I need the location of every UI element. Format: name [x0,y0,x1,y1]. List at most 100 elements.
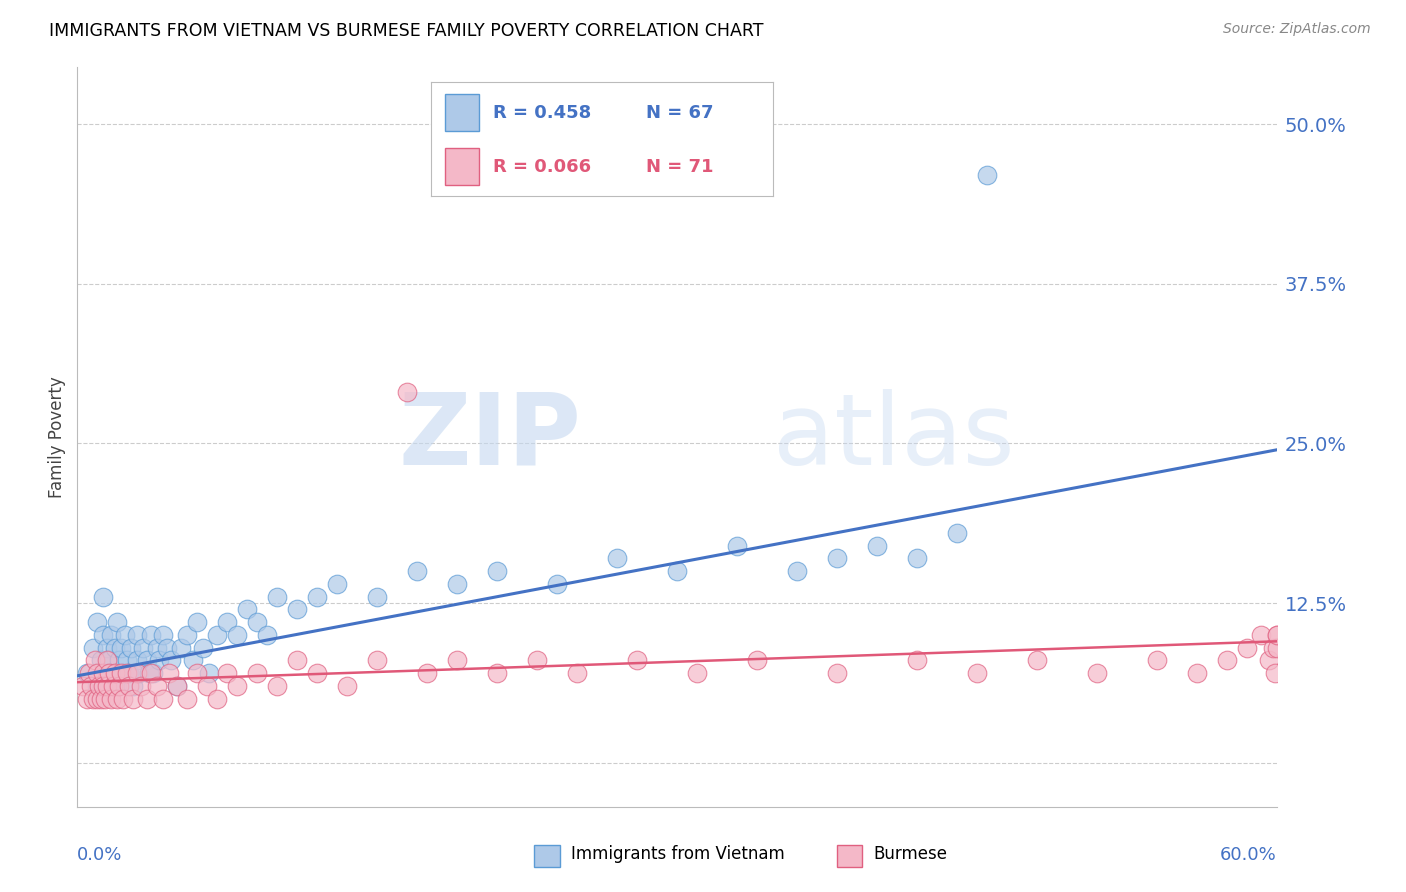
Point [141,666,163,681]
Point [72,679,94,693]
Point [136,653,159,667]
Point [76,666,98,681]
Point [236,602,259,616]
Point [307,666,329,681]
Point [195,679,218,693]
Point [786,564,808,578]
Point [86,666,108,681]
Y-axis label: Family Poverty: Family Poverty [48,376,66,498]
Point [1185,666,1208,681]
Point [90,691,112,706]
Point [186,615,208,630]
Point [1257,653,1279,667]
Point [120,640,142,655]
Point [76,691,98,706]
Point [176,691,198,706]
Point [396,385,419,400]
Point [91,628,114,642]
Point [132,640,155,655]
Point [745,653,768,667]
Point [166,679,188,693]
Point [108,653,131,667]
Point [112,691,135,706]
Point [256,628,278,642]
Point [905,551,928,566]
Point [127,628,149,642]
Point [1085,666,1108,681]
Point [193,640,215,655]
Point [307,590,329,604]
Point [80,679,103,693]
Point [84,653,107,667]
Point [128,666,150,681]
Point [105,615,128,630]
Point [976,169,998,183]
Point [142,666,165,681]
Text: ZIP: ZIP [398,389,581,485]
Point [146,640,169,655]
Point [108,679,131,693]
Point [103,679,125,693]
Point [446,577,468,591]
Point [98,653,121,667]
Point [138,666,160,681]
Point [686,666,709,681]
Point [486,564,509,578]
Point [105,679,128,693]
Point [866,539,889,553]
Point [266,679,288,693]
Point [207,628,229,642]
Point [1261,640,1284,655]
Point [825,551,848,566]
Point [112,666,135,681]
Point [103,666,125,681]
Text: 60.0%: 60.0% [1220,847,1277,864]
Point [136,691,159,706]
Point [1265,640,1288,655]
Point [100,628,122,642]
Point [246,666,269,681]
Point [79,666,101,681]
Point [122,679,145,693]
Point [416,666,439,681]
Point [446,653,468,667]
Point [217,615,239,630]
Point [141,628,163,642]
Point [91,666,114,681]
Point [96,666,118,681]
Point [90,653,112,667]
Point [1146,653,1168,667]
Point [181,653,204,667]
Point [366,590,388,604]
Point [946,525,969,540]
Point [226,628,249,642]
Point [96,679,118,693]
Text: 0.0%: 0.0% [77,847,122,864]
Point [86,691,108,706]
Point [207,691,229,706]
Point [170,640,193,655]
Point [966,666,988,681]
Point [217,666,239,681]
Point [146,679,169,693]
Point [110,666,132,681]
Point [366,653,388,667]
Point [96,640,118,655]
Point [86,615,108,630]
Point [160,653,183,667]
Text: Immigrants from Vietnam: Immigrants from Vietnam [571,845,785,863]
Point [82,691,104,706]
Point [122,691,145,706]
Point [89,679,111,693]
Point [1250,628,1272,642]
Point [626,653,648,667]
Point [1236,640,1258,655]
Point [1025,653,1047,667]
Text: IMMIGRANTS FROM VIETNAM VS BURMESE FAMILY POVERTY CORRELATION CHART: IMMIGRANTS FROM VIETNAM VS BURMESE FAMIL… [49,22,763,40]
Point [198,666,221,681]
Point [666,564,689,578]
Point [129,679,152,693]
Point [406,564,429,578]
Point [148,653,170,667]
Point [96,653,118,667]
